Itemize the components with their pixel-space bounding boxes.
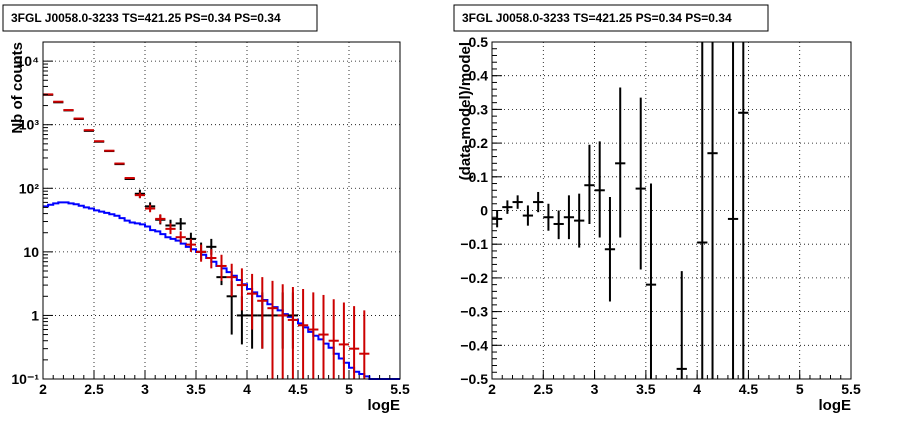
y-tick-label: −0.1: [460, 236, 488, 252]
x-tick-label: 3: [591, 381, 599, 397]
y-tick-label: 10: [23, 244, 39, 260]
counts-plot-panel: 3FGL J0058.0-3233 TS=421.25 PS=0.34 PS=0…: [2, 4, 410, 414]
x-tick-label: 5.5: [390, 381, 410, 397]
residual-plot-title: 3FGL J0058.0-3233 TS=421.25 PS=0.34 PS=0…: [462, 11, 732, 25]
x-tick-label: 2.5: [534, 381, 554, 397]
y-tick-label: 10²: [19, 180, 40, 196]
counts-plot-title-box: [2, 4, 318, 32]
residual-plot-grid: [492, 42, 851, 379]
residual-plot-x-axis-label: logE: [819, 397, 852, 414]
x-tick-label: 4.5: [739, 381, 759, 397]
counts-plot-title: 3FGL J0058.0-3233 TS=421.25 PS=0.34 PS=0…: [11, 11, 281, 25]
y-tick-label: 0: [480, 203, 488, 219]
y-tick-label: 0.3: [469, 101, 489, 117]
y-tick-label: −0.2: [460, 270, 488, 286]
y-tick-label: 0.5: [469, 34, 489, 50]
x-tick-label: 3: [141, 381, 149, 397]
x-tick-label: 2: [39, 381, 47, 397]
counts-plot-x-axis-label: logE: [368, 397, 401, 414]
model-histogram-line: [43, 201, 400, 380]
x-tick-label: 5: [345, 381, 353, 397]
residual-plot-y-axis-label: (data-model)/model: [457, 42, 474, 180]
y-tick-label: 0.2: [469, 135, 489, 151]
y-tick-label: 10³: [19, 117, 40, 133]
counts-plot-grid: [43, 42, 400, 379]
x-tick-label: 2.5: [84, 381, 104, 397]
x-tick-label: 5.5: [841, 381, 861, 397]
residual-plot-series: [492, 42, 749, 379]
y-tick-label: 10⁴: [17, 53, 40, 69]
x-tick-label: 5: [796, 381, 804, 397]
y-tick-label: −0.3: [460, 304, 488, 320]
x-tick-label: 4: [693, 381, 701, 397]
x-tick-label: 4.5: [288, 381, 308, 397]
x-tick-label: 3.5: [186, 381, 206, 397]
x-tick-label: 4: [243, 381, 251, 397]
x-tick-label: 3.5: [636, 381, 656, 397]
y-tick-label: 1: [31, 307, 39, 323]
y-tick-label: −0.5: [460, 371, 488, 387]
counts-plot-series: [43, 93, 400, 380]
counts-plot-frame: [42, 41, 401, 380]
counts-plot-y-axis-label: Nb of counts: [9, 42, 26, 134]
y-tick-label: −0.4: [460, 337, 488, 353]
residual-plot-panel: 3FGL J0058.0-3233 TS=421.25 PS=0.34 PS=0…: [453, 4, 861, 414]
y-tick-label: 0.4: [469, 68, 489, 84]
counts-plot-ticks: 2 2.5 3 3.5 4 4.5 5 5.5 10⁻¹ 1 10 10² 10³ 10⁴: [11, 53, 410, 397]
x-tick-label: 2: [488, 381, 496, 397]
y-tick-label: 0.1: [469, 169, 489, 185]
residual-plot-frame: [491, 41, 852, 380]
residual-plot-ticks: 2 2.5 3 3.5 4 4.5 5 5.5 −0.5 −0.4 −0.3 −0.2 −0.1 0 0.1…: [460, 34, 861, 397]
y-tick-label: 10⁻¹: [11, 371, 39, 387]
residual-plot-title-box: [453, 4, 769, 32]
